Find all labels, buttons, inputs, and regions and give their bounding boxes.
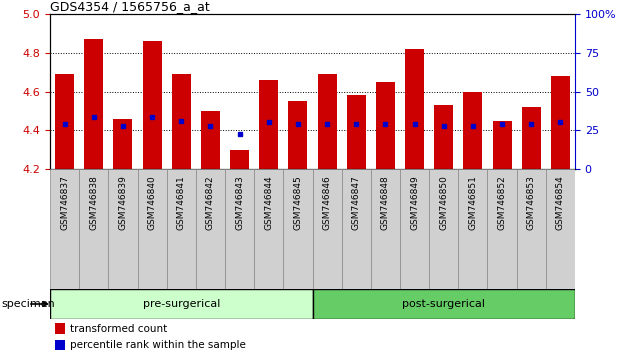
FancyBboxPatch shape [196,169,225,289]
Bar [492,121,512,169]
FancyBboxPatch shape [79,169,108,289]
FancyBboxPatch shape [254,169,283,289]
Text: GSM746852: GSM746852 [497,175,506,230]
FancyBboxPatch shape [108,169,138,289]
Text: GSM746854: GSM746854 [556,175,565,230]
FancyBboxPatch shape [371,169,400,289]
FancyBboxPatch shape [429,169,458,289]
Text: pre-surgerical: pre-surgerical [142,299,220,309]
Bar [376,82,395,169]
Bar [522,107,541,169]
Text: percentile rank within the sample: percentile rank within the sample [70,340,246,350]
FancyBboxPatch shape [167,169,196,289]
Bar [405,49,424,169]
FancyBboxPatch shape [546,169,575,289]
Bar [55,340,65,350]
Bar [463,91,483,169]
Text: GSM746839: GSM746839 [119,175,128,230]
Text: GSM746851: GSM746851 [469,175,478,230]
Text: specimen: specimen [1,299,55,309]
Text: GSM746838: GSM746838 [89,175,98,230]
FancyBboxPatch shape [225,169,254,289]
Bar [434,105,453,169]
Text: transformed count: transformed count [70,324,167,333]
FancyBboxPatch shape [313,289,575,319]
Bar [113,119,133,169]
Text: GSM746850: GSM746850 [439,175,448,230]
Bar [55,74,74,169]
Text: GSM746837: GSM746837 [60,175,69,230]
Text: GSM746849: GSM746849 [410,175,419,230]
Bar [201,111,220,169]
Bar [84,39,103,169]
FancyBboxPatch shape [138,169,167,289]
FancyBboxPatch shape [313,169,342,289]
Bar [347,95,366,169]
FancyBboxPatch shape [517,169,546,289]
Text: GSM746842: GSM746842 [206,175,215,230]
Bar [172,74,191,169]
FancyBboxPatch shape [283,169,313,289]
Bar [55,323,65,334]
Bar [551,76,570,169]
Text: GDS4354 / 1565756_a_at: GDS4354 / 1565756_a_at [50,0,210,13]
Text: post-surgerical: post-surgerical [403,299,485,309]
Text: GSM746848: GSM746848 [381,175,390,230]
Text: GSM746845: GSM746845 [294,175,303,230]
FancyBboxPatch shape [342,169,371,289]
Text: GSM746843: GSM746843 [235,175,244,230]
Text: GSM746846: GSM746846 [322,175,331,230]
FancyBboxPatch shape [50,289,313,319]
FancyBboxPatch shape [400,169,429,289]
Bar [259,80,278,169]
Bar [142,41,162,169]
FancyBboxPatch shape [488,169,517,289]
Text: GSM746847: GSM746847 [352,175,361,230]
Bar [317,74,337,169]
Text: GSM746840: GSM746840 [147,175,156,230]
Bar [230,150,249,169]
Text: GSM746844: GSM746844 [264,175,273,230]
Text: GSM746853: GSM746853 [527,175,536,230]
FancyBboxPatch shape [50,169,79,289]
FancyBboxPatch shape [458,169,488,289]
Text: GSM746841: GSM746841 [177,175,186,230]
Bar [288,101,308,169]
